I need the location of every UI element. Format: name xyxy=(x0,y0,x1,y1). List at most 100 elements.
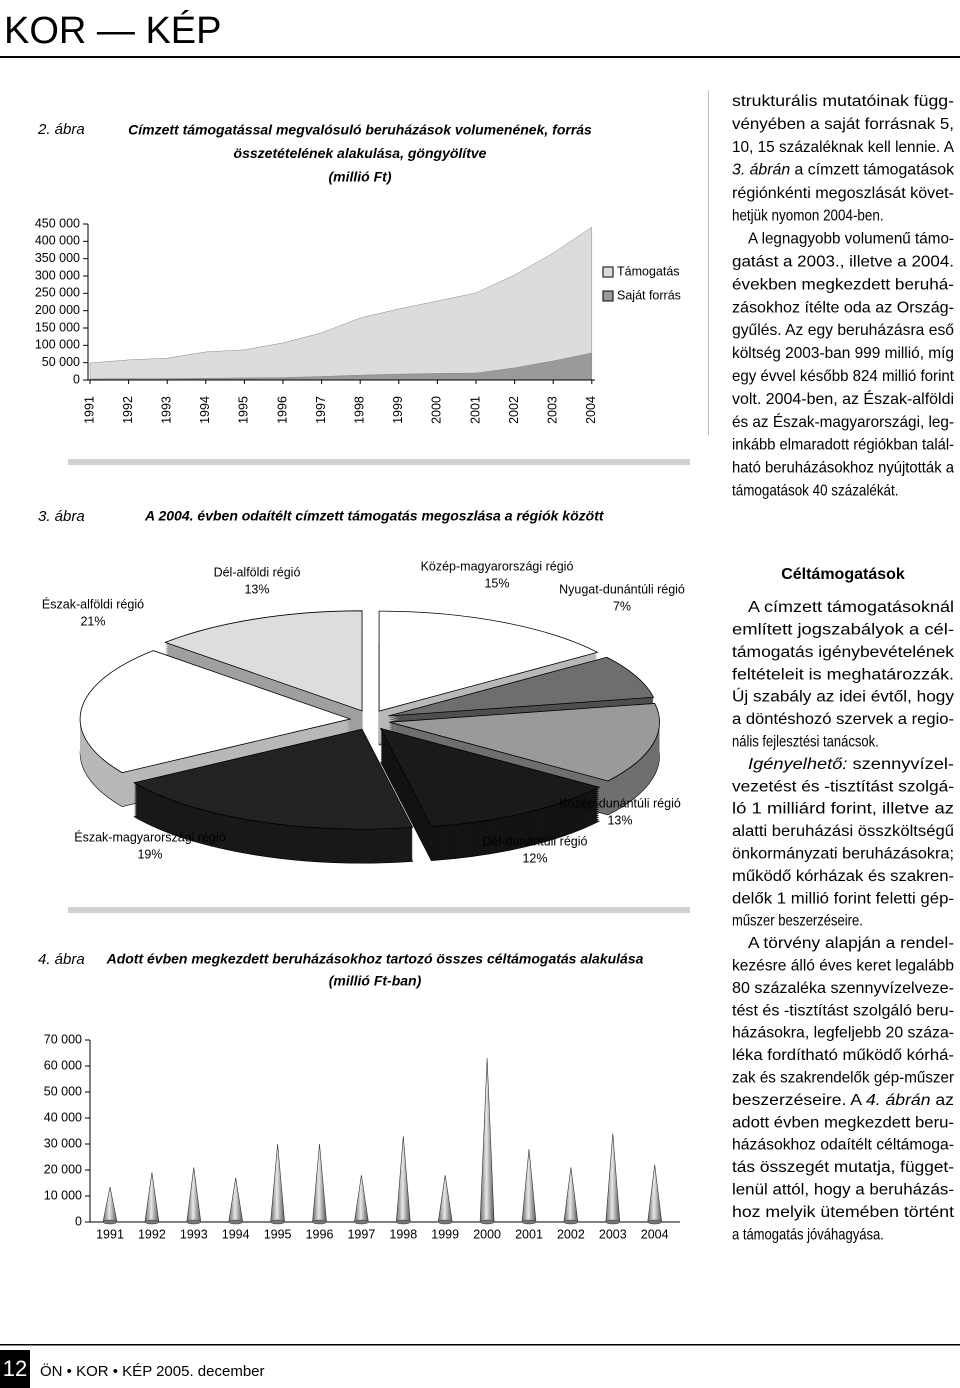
x-tick-label: 2001 xyxy=(468,396,482,424)
cone xyxy=(479,1058,495,1223)
y-tick-label: 200 000 xyxy=(35,303,80,317)
area xyxy=(89,226,593,380)
x-tick-label: 1993 xyxy=(159,396,173,424)
slice-label: Közép-dunántúli régió xyxy=(559,796,681,810)
y-tick-label: 40 000 xyxy=(44,1110,82,1124)
y-tick-label: 0 xyxy=(75,1214,82,1228)
x-tick-label: 2000 xyxy=(430,396,444,424)
text-line: gatást a 2003., illetve a 2004. xyxy=(732,254,954,271)
cone xyxy=(521,1149,537,1223)
figure-label: 2. ábra xyxy=(37,121,85,138)
slice-label: Dél-dunántúli régió xyxy=(483,834,588,848)
x-tick-label: 1997 xyxy=(314,396,328,424)
y-tick-label: 30 000 xyxy=(44,1136,82,1150)
cone-base xyxy=(605,1219,621,1225)
text-line: delők 1 millió forint feletti gép- xyxy=(732,890,954,907)
cone-base xyxy=(521,1219,537,1225)
pie-slice xyxy=(378,610,599,712)
text-line: beszerzéseire. A 4. ábrán az xyxy=(732,1092,954,1109)
pie-slice xyxy=(79,650,352,774)
pie-slice xyxy=(389,703,660,782)
x-tick-label: 2003 xyxy=(545,396,559,424)
x-tick-label: 1991 xyxy=(82,396,96,424)
text-line: években megkezdett beruhá- xyxy=(732,276,954,293)
text-line: Új szabály az idei évtől, hogy xyxy=(732,689,954,706)
x-tick-label: 1995 xyxy=(264,1227,292,1241)
text-line: működő kórházak és szakren- xyxy=(732,868,954,885)
legend-label: Saját forrás xyxy=(617,288,681,302)
pie-slice xyxy=(133,728,414,830)
y-tick-label: 400 000 xyxy=(35,234,80,248)
cone-base xyxy=(102,1219,118,1225)
text-line: ló 1 milliárd forint, illetve az xyxy=(732,801,954,818)
x-tick-label: 2000 xyxy=(473,1227,501,1241)
figure-label: 4. ábra xyxy=(38,951,85,968)
legend-swatch xyxy=(602,266,614,278)
text-line: nális fejlesztési tanácsok. xyxy=(732,734,879,751)
figure-title: Adott évben megkezdett beruházásokhoz ta… xyxy=(106,951,644,967)
x-tick-label: 1999 xyxy=(391,396,405,424)
x-tick-label: 1997 xyxy=(347,1227,375,1241)
cone xyxy=(270,1143,285,1223)
x-tick-label: 1998 xyxy=(389,1227,417,1241)
cone xyxy=(354,1175,369,1223)
text-line: inkább elmaradott régiókban talál- xyxy=(732,437,954,454)
text-line: és az Észak-magyarországi, leg- xyxy=(732,412,954,431)
cone xyxy=(312,1143,327,1223)
text-line: régiónkénti megoszlását követ- xyxy=(732,185,954,202)
x-tick-label: 1994 xyxy=(222,1227,250,1241)
slice-label: Dél-alföldi régió xyxy=(214,565,301,579)
figure-title: (millió Ft) xyxy=(329,169,392,185)
cone xyxy=(395,1136,411,1223)
text-line: ható beruházásokhoz nyújtották a xyxy=(732,460,954,477)
cone xyxy=(563,1167,579,1223)
text-line: tést és -tisztítást szolgáló beru- xyxy=(732,1002,954,1019)
cone-base xyxy=(647,1219,662,1225)
y-tick-label: 150 000 xyxy=(35,320,80,334)
y-tick-label: 20 000 xyxy=(44,1162,82,1176)
slice-value: 12% xyxy=(522,851,547,865)
x-tick-label: 1992 xyxy=(138,1227,166,1241)
text-line: egy évvel később 824 millió forint xyxy=(732,368,955,385)
text-line: a döntéshozó szervek a regio- xyxy=(732,711,954,728)
cone xyxy=(186,1167,202,1223)
figure-title: A 2004. évben odaítélt címzett támogatás… xyxy=(144,508,605,524)
text-segment: Igényelhető: xyxy=(748,756,847,773)
x-tick-label: 2001 xyxy=(515,1227,543,1241)
y-tick-label: 450 000 xyxy=(35,216,80,230)
text-line: 3. ábrán a címzett támogatások xyxy=(732,162,955,179)
x-tick-label: 1999 xyxy=(431,1227,459,1241)
text-line: a támogatás jóváhagyása. xyxy=(732,1226,884,1243)
x-tick-label: 1995 xyxy=(237,396,251,424)
text-line: hoz melyik ütemében történt xyxy=(732,1204,955,1221)
text-line: A törvény alapján a rendel- xyxy=(748,935,954,952)
panel-shadow xyxy=(68,459,690,465)
x-tick-label: 1996 xyxy=(275,396,289,424)
cone-base xyxy=(228,1219,243,1225)
text-line: Igényelhető: szennyvízel- xyxy=(748,756,954,773)
x-tick-label: 1994 xyxy=(198,396,212,424)
cone-base xyxy=(186,1219,202,1225)
x-tick-label: 1993 xyxy=(180,1227,208,1241)
pie-slice xyxy=(379,727,601,828)
section-heading: Céltámogatások xyxy=(781,566,905,583)
cone-base xyxy=(270,1219,285,1225)
text-segment: beszerzéseire. A xyxy=(732,1092,866,1109)
text-line: említett jogszabályok a cél- xyxy=(732,621,954,638)
cone xyxy=(605,1133,621,1223)
text-line: házásokhoz odaítélt céltámoga- xyxy=(732,1137,954,1154)
slice-value: 7% xyxy=(613,599,631,613)
slice-label: Észak-alföldi régió xyxy=(42,596,144,611)
pie-slice xyxy=(388,656,655,717)
text-line: gyűlés. Az egy beruházásra eső xyxy=(732,322,954,339)
text-line: alatti beruházási összköltségű xyxy=(732,823,954,840)
x-tick-label: 2002 xyxy=(507,396,521,424)
footer-rule xyxy=(0,1344,960,1346)
text-line: A legnagyobb volumenű támo- xyxy=(748,231,954,248)
slice-value: 15% xyxy=(484,576,509,590)
x-tick-label: 2004 xyxy=(584,396,598,424)
text-line: volt. 2004-ben, az Észak-alföldi xyxy=(732,389,954,408)
text-segment: szennyvízel- xyxy=(847,756,954,773)
y-tick-label: 250 000 xyxy=(35,286,80,300)
